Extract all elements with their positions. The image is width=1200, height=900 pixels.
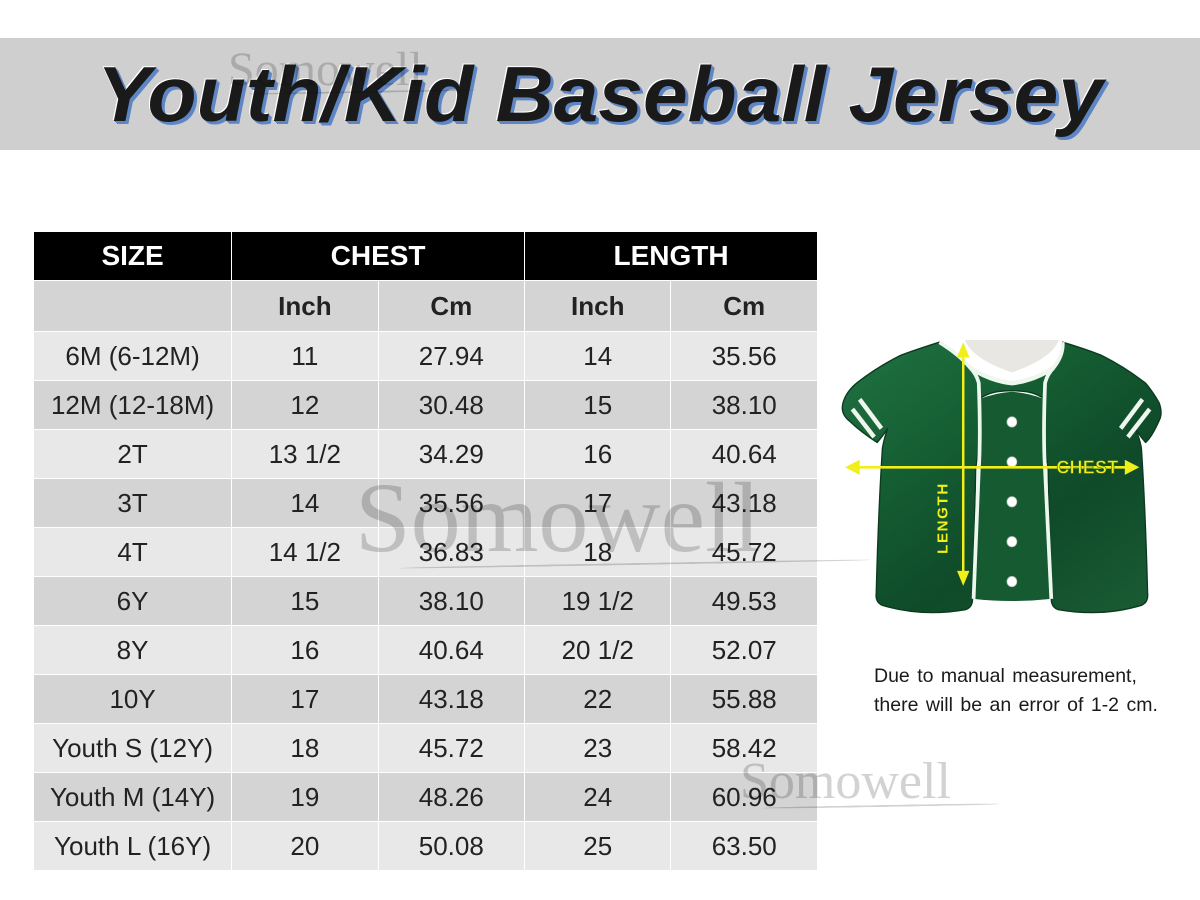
svg-text:CHEST: CHEST: [1056, 457, 1118, 477]
svg-text:LENGTH: LENGTH: [936, 482, 952, 554]
